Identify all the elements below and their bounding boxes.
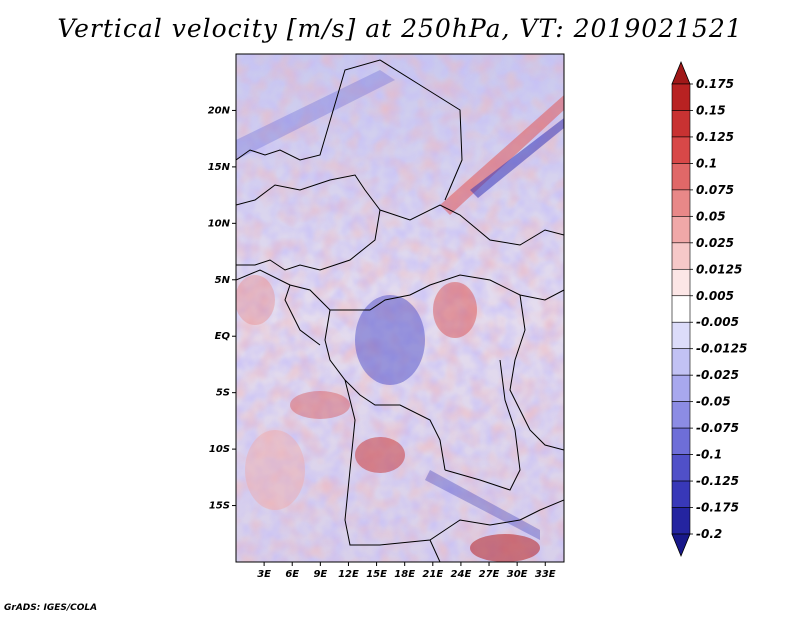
lat-tick-label: EQ	[215, 331, 231, 342]
lat-tick-label: 15S	[209, 501, 230, 512]
lon-tick-label: 12E	[338, 569, 359, 580]
colorbar-cap-bottom	[671, 533, 691, 558]
colorbar-swatch	[671, 268, 691, 297]
colorbar-label: -0.05	[696, 395, 731, 409]
lat-tick-label: 5N	[215, 275, 231, 286]
lat-tick-label: 15N	[208, 162, 231, 173]
lat-tick-label: 20N	[208, 105, 231, 116]
colorbar-label: -0.125	[696, 474, 739, 488]
colorbar-swatch	[671, 321, 691, 350]
lon-tick-label: 33E	[535, 569, 556, 580]
colorbar-swatch	[671, 189, 691, 217]
colorbar-label: -0.175	[696, 501, 739, 515]
colorbar-swatch	[671, 216, 691, 244]
colorbar: 0.175 0.15 0.125 0.1 0.075 0.05 0.025 0.0125 0.0…	[671, 60, 747, 558]
colorbar-label: -0.0125	[696, 342, 747, 356]
colorbar-label: 0.125	[696, 130, 734, 144]
colorbar-swatch	[671, 136, 691, 164]
footer-credit: GrADS: IGES/COLA	[4, 603, 98, 613]
colorbar-label: 0.0125	[696, 262, 742, 276]
colorbar-label: 0.025	[696, 236, 734, 250]
lon-tick-label: 24E	[451, 569, 472, 580]
colorbar-swatch	[671, 454, 691, 482]
lon-tick-label: 21E	[422, 569, 443, 580]
lat-tick-label: 10N	[208, 218, 231, 229]
lon-tick-label: 9E	[313, 569, 327, 580]
colorbar-swatch	[671, 427, 691, 455]
colorbar-swatch	[671, 348, 691, 376]
colorbar-label: -0.025	[696, 368, 739, 382]
lon-tick-label: 30E	[507, 569, 528, 580]
colorbar-label: -0.005	[696, 315, 739, 329]
colorbar-swatch	[671, 110, 691, 138]
colorbar-label: 0.175	[696, 77, 734, 91]
lon-tick-label: 15E	[366, 569, 387, 580]
colorbar-swatch	[671, 163, 691, 191]
lon-tick-label: 3E	[257, 569, 271, 580]
colorbar-label: 0.075	[696, 183, 734, 197]
country-borders	[236, 59, 564, 562]
colorbar-swatch	[671, 480, 691, 508]
lat-tick-label: 5S	[216, 388, 230, 399]
map-frame	[235, 53, 565, 563]
lon-tick-label: 27E	[479, 569, 500, 580]
colorbar-label: 0.005	[696, 289, 734, 303]
colorbar-swatch	[671, 507, 691, 535]
colorbar-label: -0.1	[696, 448, 722, 462]
lon-tick-label: 18E	[394, 569, 415, 580]
colorbar-label: 0.1	[696, 156, 717, 170]
colorbar-swatch	[671, 374, 691, 402]
colorbar-swatch	[671, 83, 691, 111]
colorbar-label: -0.2	[696, 527, 722, 541]
colorbar-swatch	[671, 295, 691, 323]
colorbar-label: 0.15	[696, 103, 726, 117]
colorbar-swatch	[671, 401, 691, 429]
velocity-field	[236, 54, 564, 562]
colorbar-swatch	[671, 242, 691, 270]
lon-tick-label: 6E	[285, 569, 299, 580]
colorbar-label: -0.075	[696, 421, 739, 435]
latitude-axis: 20N 15N 10N 5N EQ 5S 10S 15S	[208, 105, 236, 512]
longitude-axis: 3E 6E 9E 12E 15E 18E 21E 24E 27E 30E 33E	[257, 562, 556, 580]
colorbar-label: 0.05	[696, 209, 726, 223]
lat-tick-label: 10S	[209, 444, 230, 455]
colorbar-cap-top	[671, 60, 691, 85]
map-title: Vertical velocity [m/s] at 250hPa, VT: 2…	[57, 14, 743, 43]
